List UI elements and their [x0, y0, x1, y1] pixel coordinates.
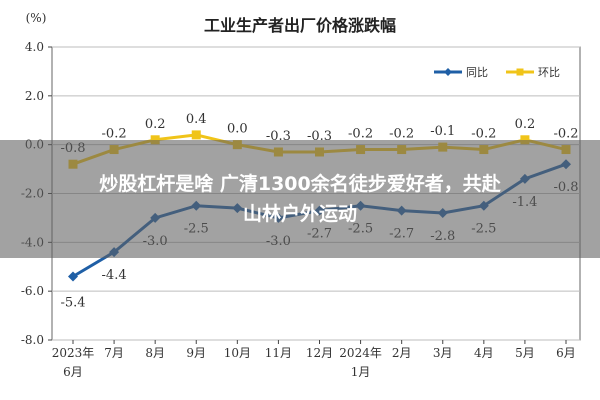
x-tick-label: 7月 [104, 346, 124, 360]
legend-label: 同比 [466, 66, 488, 79]
x-tick-label: 10月 [224, 346, 251, 360]
legend-marker [516, 68, 524, 76]
data-label: -4.4 [102, 268, 127, 283]
data-point [68, 271, 78, 282]
x-tick-label: 2月 [392, 346, 412, 360]
data-label: -0.2 [471, 127, 496, 142]
x-tick-label: 1月 [351, 365, 371, 379]
data-label: 0.4 [186, 112, 207, 127]
data-label: -5.4 [60, 296, 85, 311]
x-tick-label: 4月 [474, 346, 494, 360]
data-label: -0.2 [102, 127, 127, 142]
x-tick-label: 12月 [306, 346, 333, 360]
x-tick-label: 2024年 [339, 346, 382, 360]
y-tick-label: -8.0 [21, 333, 44, 347]
x-tick-label: 9月 [186, 346, 206, 360]
data-label: -0.2 [389, 127, 414, 142]
x-tick-label: 11月 [265, 346, 292, 360]
overlay-headline-line-1: 炒股杠杆是啥 广清1300余名徒步爱好者，共赴 [99, 173, 501, 195]
x-tick-label: 6月 [63, 365, 83, 379]
legend-marker [444, 68, 452, 76]
x-tick-label: 2023年 [52, 346, 95, 360]
data-label: -0.2 [553, 127, 578, 142]
y-tick-label: 2.0 [25, 89, 44, 103]
data-label: -0.2 [348, 127, 373, 142]
data-label: -0.1 [430, 124, 455, 139]
data-point [191, 130, 201, 140]
data-label: 0.2 [515, 117, 536, 132]
y-axis-unit: (%) [26, 11, 47, 25]
legend-label: 环比 [538, 66, 560, 79]
y-tick-label: 4.0 [25, 40, 44, 54]
overlay-banner[interactable]: 炒股杠杆是啥 广清1300余名徒步爱好者，共赴 山林户外运动 [0, 140, 600, 258]
x-tick-label: 8月 [145, 346, 165, 360]
x-tick-label: 3月 [433, 346, 453, 360]
chart-title: 工业生产者出厂价格涨跌幅 [204, 16, 396, 35]
overlay-headline-line-2: 山林户外运动 [242, 203, 357, 225]
x-tick-label: 5月 [515, 346, 535, 360]
data-point [150, 135, 160, 145]
data-label: 0.0 [227, 122, 248, 137]
data-point [520, 135, 530, 145]
x-tick-label: 6月 [556, 346, 576, 360]
data-label: 0.2 [145, 117, 166, 132]
y-tick-label: -6.0 [21, 284, 44, 298]
